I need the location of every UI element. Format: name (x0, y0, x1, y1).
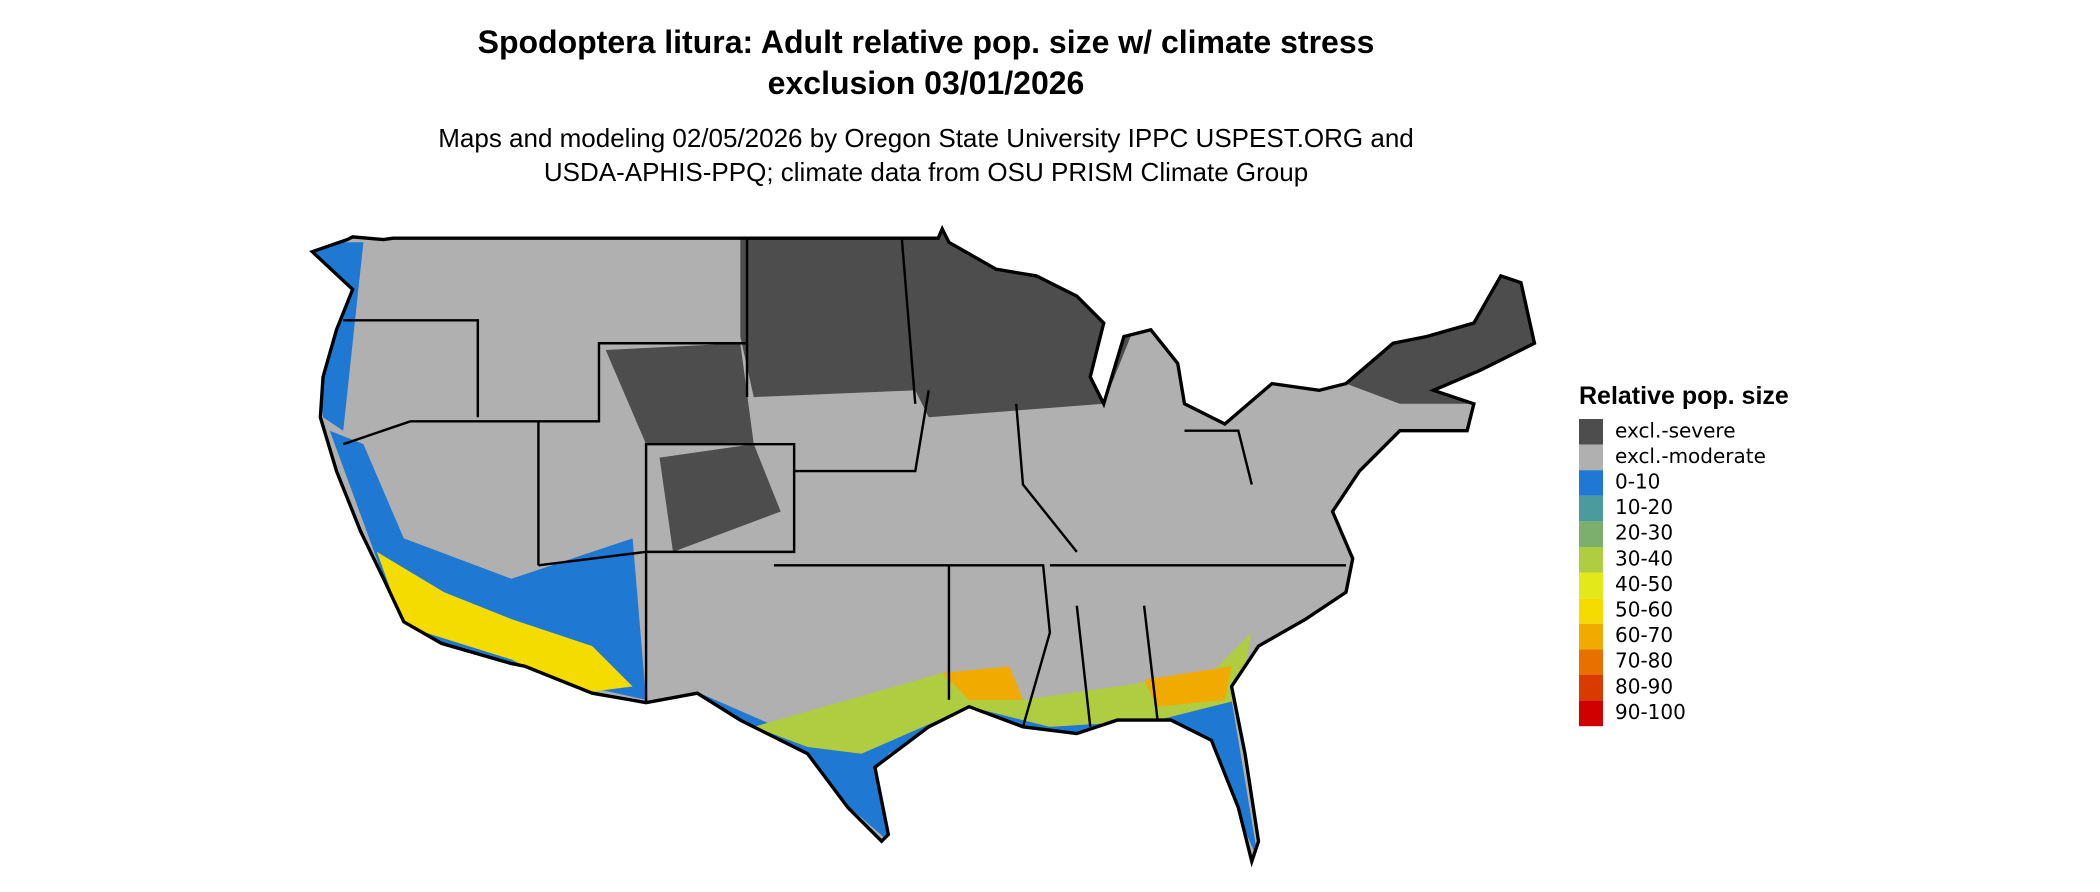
map-subtitle: Maps and modeling 02/05/2026 by Oregon S… (438, 123, 1414, 187)
map-title: Spodoptera litura: Adult relative pop. s… (477, 24, 1375, 101)
legend-label: 20-30 (1615, 521, 1673, 545)
severe-zone (1332, 269, 1535, 404)
legend-label: 80-90 (1615, 674, 1673, 698)
severe-zone (605, 343, 754, 445)
legend-label: 0-10 (1615, 470, 1660, 494)
legend-label: 30-40 (1615, 546, 1673, 570)
legend-title: Relative pop. size (1579, 382, 1789, 410)
zone-60-70 (942, 666, 1232, 707)
us-map (310, 227, 1537, 864)
legend-label: 50-60 (1615, 598, 1673, 622)
legend-label: 10-20 (1615, 495, 1673, 519)
legend-swatch (1579, 623, 1603, 650)
legend-swatch (1579, 521, 1603, 547)
legend-label: 40-50 (1615, 572, 1673, 596)
legend-label: 90-100 (1615, 700, 1686, 724)
state-borders (342, 238, 1346, 728)
legend-label: 70-80 (1615, 649, 1673, 673)
legend-label: 60-70 (1615, 623, 1673, 647)
legend-swatch (1579, 700, 1603, 727)
legend-swatch (1579, 444, 1603, 471)
legend-swatch (1579, 598, 1603, 624)
zone-50-60 (376, 551, 633, 694)
legend-label: excl.-severe (1615, 418, 1736, 442)
severe-zone (659, 444, 781, 552)
legend-swatch (1579, 675, 1603, 701)
legend-swatch (1579, 419, 1603, 445)
severe-zone (740, 228, 1131, 418)
legend-swatch (1579, 495, 1603, 522)
legend-swatch (1579, 547, 1603, 573)
legend-label: excl.-moderate (1615, 444, 1766, 468)
legend-swatch (1579, 470, 1603, 496)
legend-swatch (1579, 572, 1603, 599)
legend-swatch (1579, 649, 1603, 675)
